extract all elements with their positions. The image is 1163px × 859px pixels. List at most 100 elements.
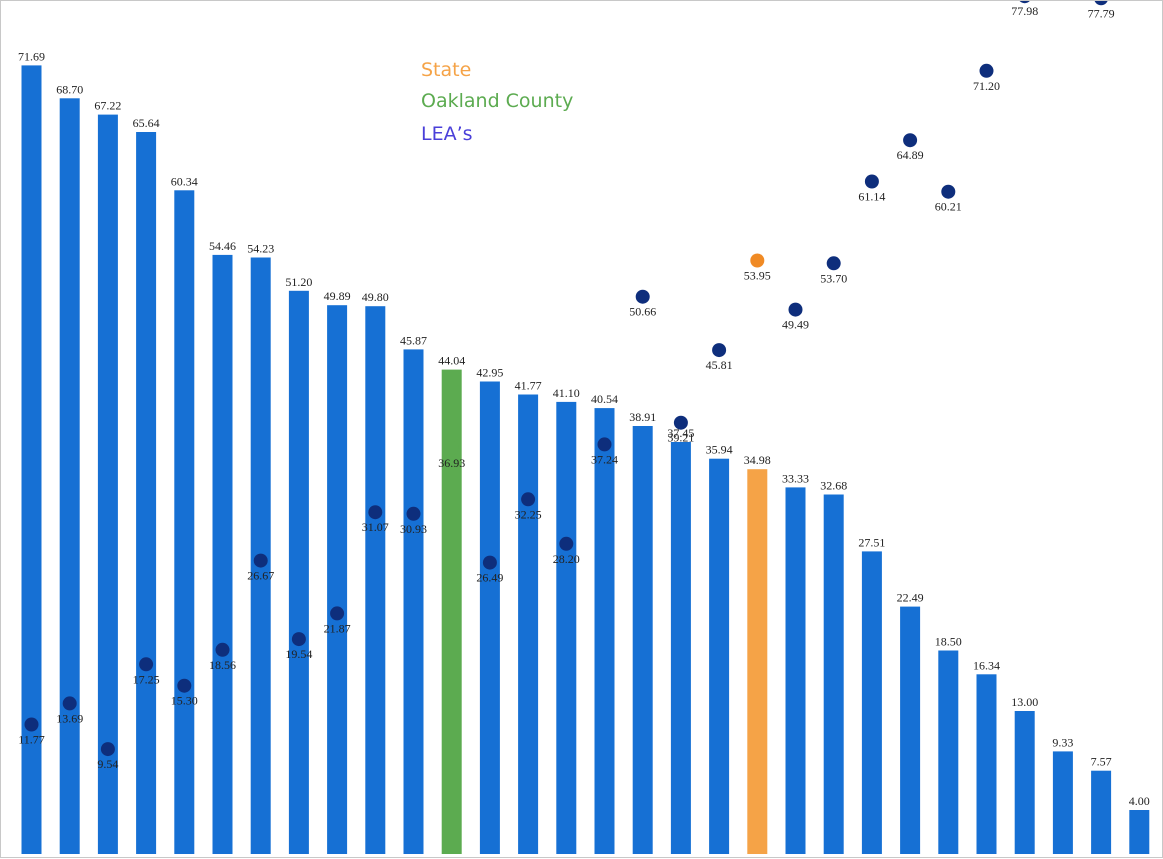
dot-23 [864, 174, 879, 189]
bar-16 [594, 408, 615, 854]
dot-13 [482, 555, 497, 570]
dot-label-21: 49.49 [782, 318, 809, 332]
bar-label-11: 45.87 [400, 333, 427, 347]
dot-label-25: 60.21 [935, 200, 962, 214]
bar-label-20: 34.98 [744, 453, 771, 467]
bar-10 [365, 306, 386, 854]
bar-28 [1052, 751, 1073, 854]
bar-label-23: 27.51 [858, 535, 885, 549]
dot-label-1: 11.77 [18, 733, 45, 747]
dot-label-9: 21.87 [324, 621, 351, 635]
dot-1 [24, 717, 39, 732]
bar-label-18: 37.45 [667, 426, 694, 440]
dot-label-27: 77.98 [1011, 4, 1038, 18]
bar-label-13: 42.95 [476, 366, 503, 380]
legend-item-state: State [421, 59, 472, 81]
dot-label-4: 17.25 [133, 672, 160, 686]
dot-12 [444, 440, 459, 455]
bar-12 [441, 369, 462, 854]
bar-label-24: 22.49 [897, 591, 924, 605]
dot-29 [1094, 1, 1108, 6]
legend-item-leas: LEA’s [421, 123, 473, 145]
bar-20 [747, 469, 768, 854]
dot-20 [750, 253, 765, 268]
dot-10 [368, 505, 383, 520]
dot-label-7: 26.67 [247, 569, 274, 583]
bar-label-25: 18.50 [935, 635, 962, 649]
dot-label-12: 36.93 [438, 456, 465, 470]
bar-3 [97, 114, 118, 855]
dot-label-13: 26.49 [476, 571, 503, 585]
dot-label-17: 50.66 [629, 305, 656, 319]
bar-26 [976, 674, 997, 854]
dot-label-24: 64.89 [897, 148, 924, 162]
bar-label-30: 4.00 [1129, 794, 1150, 808]
dot-18 [673, 415, 688, 430]
dot-4 [139, 657, 154, 672]
bar-13 [479, 381, 500, 854]
dot-label-29: 77.79 [1088, 6, 1115, 20]
bar-label-7: 54.23 [247, 242, 274, 256]
dot-label-18: 39.21 [667, 431, 694, 445]
bar-11 [403, 349, 424, 854]
dot-11 [406, 506, 421, 521]
bar-18 [670, 442, 691, 854]
dot-26 [979, 63, 994, 78]
bar-label-28: 9.33 [1052, 735, 1073, 749]
dot-14 [521, 492, 536, 507]
bar-label-27: 13.00 [1011, 695, 1038, 709]
dot-label-11: 30.93 [400, 522, 427, 536]
dot-label-5: 15.30 [171, 694, 198, 708]
bar-label-6: 54.46 [209, 239, 236, 253]
dot-9 [330, 606, 345, 621]
bar-29 [1091, 770, 1112, 854]
dot-labels-layer: 11.77 13.69 9.54 17.25 15.30 18.56 26.67 19.54 2… [18, 4, 1115, 771]
dot-24 [903, 133, 918, 148]
dot-label-10: 31.07 [362, 520, 389, 534]
bar-25 [938, 650, 959, 854]
dot-7 [253, 553, 268, 568]
bar-19 [709, 458, 730, 854]
dot-27 [1019, 1, 1030, 4]
dot-6 [215, 642, 230, 657]
dot-label-20: 53.95 [744, 269, 771, 283]
bar-label-29: 7.57 [1091, 755, 1112, 769]
dot-label-15: 28.20 [553, 552, 580, 566]
dots-layer [24, 1, 1108, 757]
bar-label-1: 71.69 [18, 49, 45, 63]
dot-label-14: 32.25 [515, 507, 542, 521]
bar-30 [1129, 810, 1150, 854]
dot-label-16: 37.24 [591, 452, 618, 466]
dot-21 [788, 302, 803, 317]
bar-label-19: 35.94 [706, 443, 733, 457]
bar-label-21: 33.33 [782, 471, 809, 485]
bar-1 [21, 65, 42, 854]
dot-label-26: 71.20 [973, 79, 1000, 93]
bar-2 [59, 98, 80, 855]
dot-22 [826, 256, 841, 271]
dot-16 [597, 437, 612, 452]
dot-2 [62, 696, 77, 711]
bar-label-10: 49.80 [362, 290, 389, 304]
bar-21 [785, 487, 806, 854]
bar-label-9: 49.89 [324, 289, 351, 303]
bar-label-4: 65.64 [133, 116, 160, 130]
bar-24 [900, 606, 921, 854]
bar-labels-layer: 71.69 68.70 67.22 65.64 60.34 54.46 54.23 51.20… [18, 49, 1150, 808]
bar-label-26: 16.34 [973, 658, 1000, 672]
bar-label-15: 41.10 [553, 386, 580, 400]
bar-17 [632, 426, 653, 854]
legend-item-oakland-county: Oakland County [421, 90, 574, 112]
bar-9 [327, 305, 348, 854]
dot-5 [177, 678, 192, 693]
bar-23 [861, 551, 882, 854]
bar-label-5: 60.34 [171, 174, 198, 188]
dot-17 [635, 289, 650, 304]
bar-14 [518, 394, 539, 854]
bar-label-16: 40.54 [591, 392, 618, 406]
dot-25 [941, 184, 956, 199]
bar-5 [174, 190, 195, 855]
dot-19 [712, 343, 727, 358]
